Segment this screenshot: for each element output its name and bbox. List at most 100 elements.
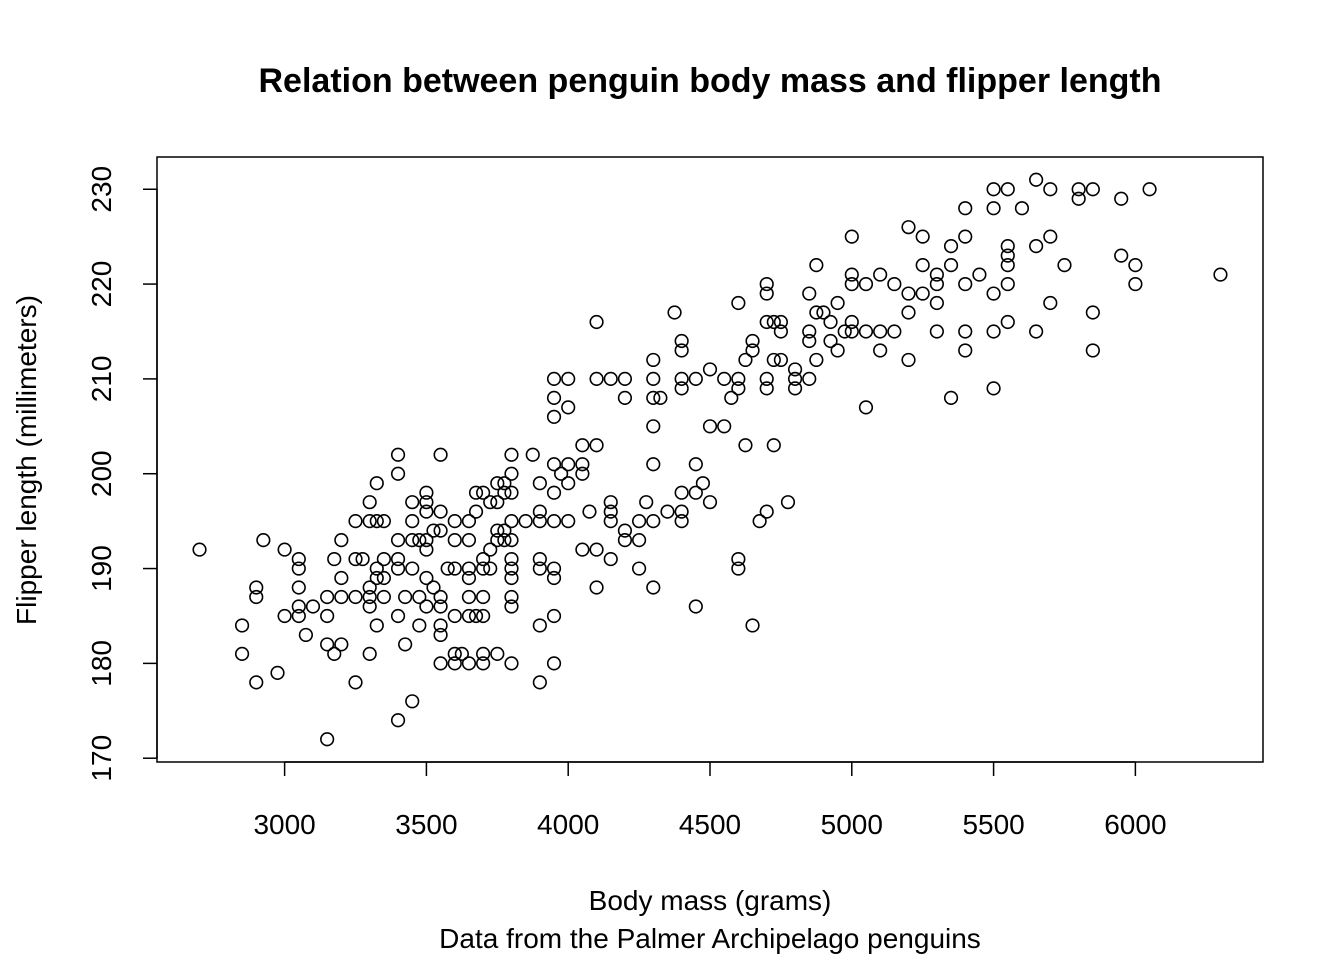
data-points: [192, 172, 1228, 747]
data-point: [192, 542, 207, 557]
data-point: [738, 438, 753, 453]
data-point: [1000, 258, 1015, 273]
data-point: [234, 618, 250, 633]
data-point: [546, 514, 562, 529]
data-point: [844, 276, 859, 292]
data-point: [433, 618, 448, 633]
data-point: [497, 476, 512, 491]
data-point: [447, 514, 462, 529]
data-point: [327, 551, 342, 567]
data-point: [405, 561, 420, 576]
data-point: [532, 618, 547, 633]
data-point: [390, 447, 406, 462]
data-point: [362, 589, 377, 605]
data-point: [320, 732, 335, 747]
data-point: [873, 343, 888, 358]
data-point: [773, 324, 788, 339]
x-tick-label: 4000: [537, 809, 599, 840]
data-point: [390, 713, 406, 728]
data-point: [490, 495, 505, 510]
data-point: [1085, 182, 1100, 197]
data-point: [440, 561, 455, 576]
data-point: [674, 371, 689, 386]
data-point: [766, 352, 781, 368]
data-point: [1128, 276, 1143, 292]
y-tick-label: 170: [86, 735, 117, 782]
data-point: [674, 514, 689, 529]
data-point: [702, 495, 718, 510]
data-point: [986, 182, 1001, 197]
data-point: [731, 371, 746, 386]
data-point: [915, 258, 930, 273]
data-point: [731, 561, 746, 576]
data-point: [873, 324, 888, 339]
data-point: [497, 533, 512, 548]
data-point: [447, 608, 462, 624]
data-point: [603, 495, 618, 510]
data-point: [546, 409, 562, 424]
data-point: [759, 381, 774, 396]
data-point: [497, 485, 512, 500]
data-point: [419, 570, 434, 586]
data-point: [830, 343, 845, 358]
data-point: [1014, 201, 1030, 216]
data-point: [887, 324, 902, 339]
data-point: [426, 523, 441, 538]
data-point: [291, 551, 306, 567]
data-point: [717, 371, 732, 386]
data-point: [858, 276, 874, 292]
data-point: [787, 371, 803, 386]
data-point: [766, 314, 781, 330]
data-point: [901, 352, 916, 368]
data-point: [454, 646, 469, 661]
data-point: [674, 504, 689, 519]
data-point: [646, 419, 661, 434]
data-point: [646, 390, 661, 405]
data-point: [546, 457, 562, 472]
data-point: [234, 646, 250, 661]
data-point: [943, 258, 959, 273]
data-point: [405, 514, 420, 529]
data-point: [901, 286, 916, 301]
data-point: [929, 267, 944, 282]
data-point: [546, 656, 562, 671]
data-point: [823, 333, 838, 349]
data-point: [433, 627, 448, 643]
data-point: [433, 523, 448, 538]
data-point: [369, 570, 384, 586]
data-point: [532, 504, 547, 519]
data-point: [532, 561, 547, 576]
data-point: [554, 466, 569, 481]
data-point: [958, 229, 973, 244]
data-point: [759, 286, 774, 301]
data-point: [504, 466, 519, 481]
data-point: [320, 637, 335, 652]
x-tick-label: 4500: [679, 809, 741, 840]
x-tick-label: 3000: [253, 809, 315, 840]
data-point: [376, 570, 391, 586]
data-point: [929, 295, 944, 311]
data-point: [504, 485, 519, 500]
data-point: [915, 286, 930, 301]
data-point: [369, 561, 384, 576]
data-point: [390, 561, 406, 576]
data-point: [1085, 343, 1100, 358]
data-point: [249, 589, 264, 605]
data-point: [858, 324, 874, 339]
data-point: [490, 533, 505, 548]
data-point: [731, 551, 746, 567]
data-point: [483, 495, 498, 510]
data-point: [1071, 191, 1086, 206]
data-point: [844, 267, 859, 282]
data-point: [362, 580, 377, 595]
data-point: [412, 618, 427, 633]
data-point: [561, 371, 576, 386]
data-point: [802, 333, 817, 349]
x-axis: 3000 3500 4000 4500 5000 5500 6000: [253, 761, 1167, 840]
data-point: [766, 438, 781, 453]
y-tick-label: 230: [86, 166, 117, 213]
data-point: [759, 276, 774, 292]
data-point: [504, 570, 519, 586]
data-point: [483, 542, 498, 557]
data-point: [759, 314, 774, 330]
